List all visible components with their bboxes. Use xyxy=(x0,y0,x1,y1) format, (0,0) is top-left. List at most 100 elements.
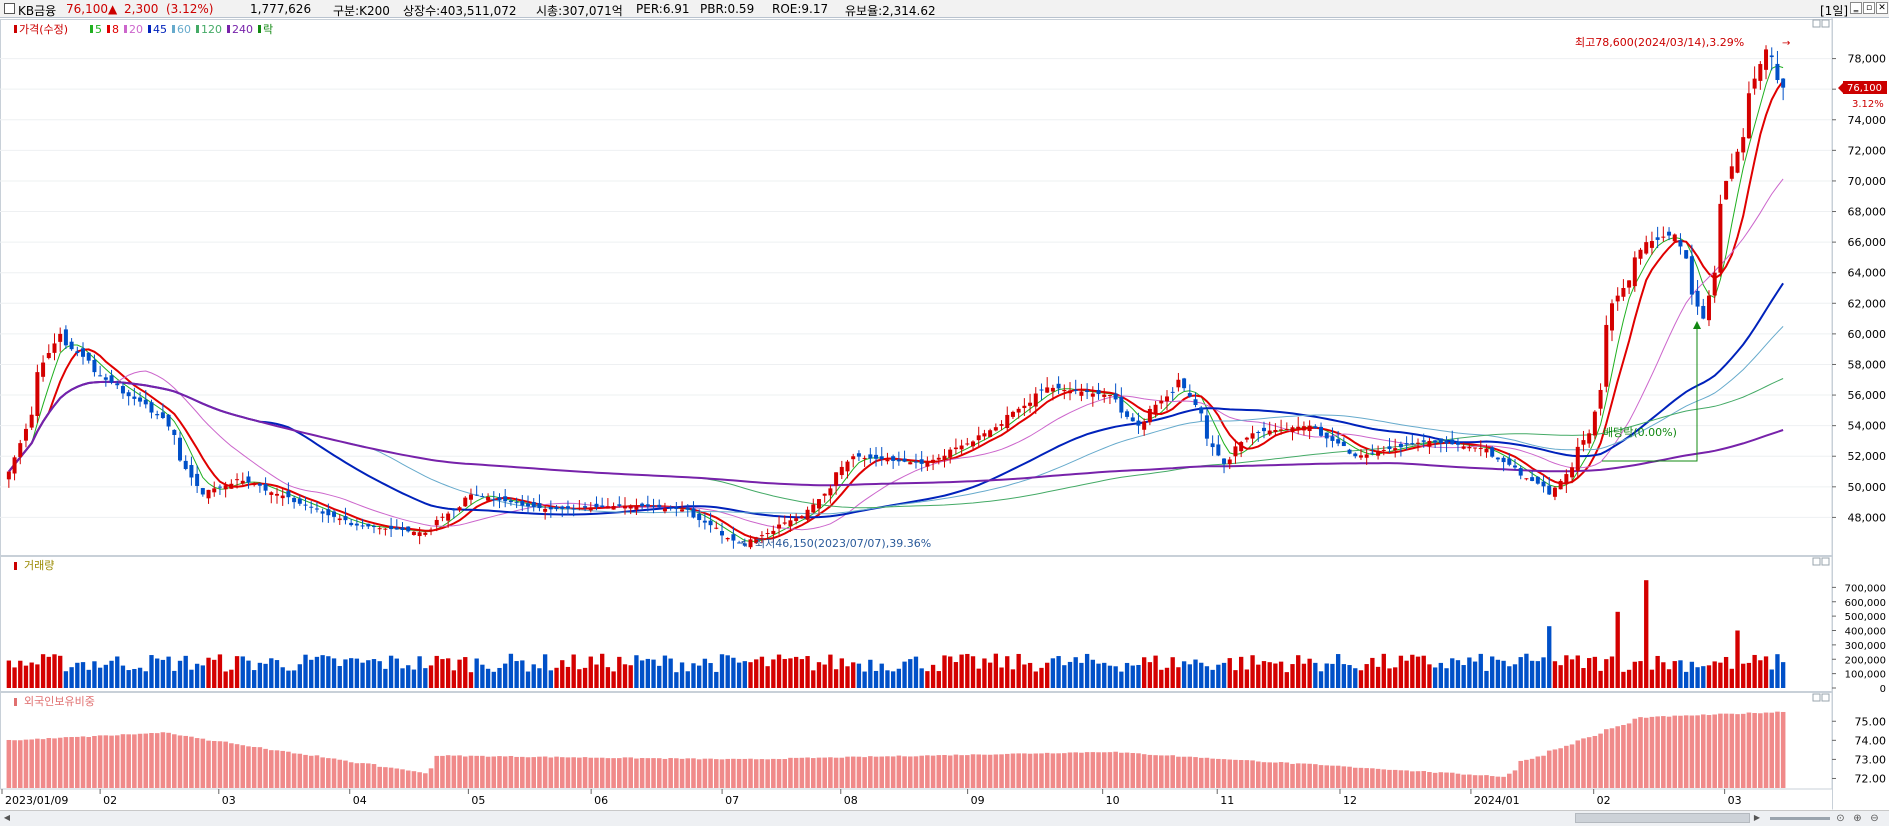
volume-bar xyxy=(560,660,565,688)
volume-bar xyxy=(417,656,422,688)
foreign-bar xyxy=(86,737,92,788)
candle xyxy=(1398,443,1403,448)
foreign-bar xyxy=(1752,713,1757,788)
foreign-bar xyxy=(1775,711,1780,788)
price-tick-label: 68,000 xyxy=(1848,206,1887,219)
scroll-thumb[interactable] xyxy=(1575,813,1750,823)
zoom-in-icon[interactable]: ⊕ xyxy=(1853,813,1862,824)
candle xyxy=(851,456,856,460)
candle xyxy=(1706,295,1711,321)
volume-bar xyxy=(1604,659,1609,688)
stock-name[interactable]: KB금융 xyxy=(18,4,57,18)
candle xyxy=(514,502,519,504)
foreign-bar xyxy=(1501,776,1506,788)
price-change-pct: (3.12%) xyxy=(166,2,214,16)
candle xyxy=(29,414,34,428)
volume-bar xyxy=(999,667,1004,688)
foreign-bar xyxy=(919,755,924,788)
volume-bar xyxy=(303,654,308,688)
volume-bar xyxy=(1621,671,1626,688)
foreign-bar xyxy=(291,753,297,788)
volume-tick-label: 0 xyxy=(1880,684,1886,695)
volume-bar xyxy=(1758,660,1763,688)
volume-bar xyxy=(6,660,12,688)
candle xyxy=(1039,389,1044,391)
volume-bar xyxy=(212,659,217,688)
volume-bar xyxy=(1701,666,1706,688)
scroll-left-icon[interactable]: ◀ xyxy=(3,813,11,822)
volume-bar xyxy=(1142,657,1147,688)
close-button[interactable]: ✕ xyxy=(1876,2,1888,14)
restore-button[interactable]: ▫ xyxy=(1863,2,1875,14)
period-selector[interactable]: [1일] xyxy=(1820,4,1849,18)
zoom-out-icon[interactable]: ⊖ xyxy=(1870,813,1879,824)
candle xyxy=(1239,442,1244,452)
volume-bar xyxy=(411,669,417,688)
volume-bar xyxy=(286,670,291,688)
foreign-bar xyxy=(1472,775,1478,788)
volume-bar xyxy=(548,670,554,688)
volume-bar xyxy=(480,664,485,688)
volume-bar xyxy=(1010,669,1016,688)
candle xyxy=(708,520,713,526)
volume-bar xyxy=(343,659,348,688)
horizontal-scrollbar[interactable]: ◀ ▶ ⊙ ⊕ ⊖ xyxy=(0,810,1889,826)
foreign-bar xyxy=(52,738,57,788)
volume-series xyxy=(6,580,1786,688)
candle xyxy=(371,526,376,528)
candle xyxy=(178,437,183,461)
foreign-bar xyxy=(1079,752,1084,788)
scroll-right-icon[interactable]: ▶ xyxy=(1753,813,1761,822)
foreign-bar xyxy=(542,756,548,788)
foreign-bar xyxy=(1227,759,1233,788)
foreign-bar xyxy=(1529,758,1535,788)
volume-bar xyxy=(736,662,742,688)
volume-bar xyxy=(1780,662,1786,688)
stock-chart[interactable]: 78,00076,00074,00072,00070,00068,00066,0… xyxy=(0,18,1889,810)
foreign-bar xyxy=(1780,711,1786,788)
foreign-bar xyxy=(668,758,673,788)
volume-bar xyxy=(1370,657,1375,688)
candle xyxy=(417,532,422,537)
zoom-slider[interactable] xyxy=(1770,817,1830,820)
foreign-bar xyxy=(1101,752,1107,788)
volume-bar xyxy=(445,658,451,688)
candle xyxy=(1513,465,1518,468)
candle xyxy=(1741,137,1746,153)
candle xyxy=(1068,390,1073,394)
foreign-bar xyxy=(582,757,588,788)
foreign-bar xyxy=(1763,712,1769,788)
foreign-bar xyxy=(525,757,531,788)
price-tick-label: 52,000 xyxy=(1848,450,1887,463)
foreign-bar xyxy=(759,759,765,788)
foreign-bar xyxy=(554,756,559,788)
volume-bar xyxy=(23,665,29,688)
stock-menu-icon[interactable] xyxy=(4,3,15,14)
foreign-bar xyxy=(1449,772,1455,788)
zoom-reset-icon[interactable]: ⊙ xyxy=(1836,813,1845,824)
foreign-bar xyxy=(1758,713,1763,788)
candle xyxy=(936,457,941,460)
legend-label: 45 xyxy=(153,23,167,36)
volume-bar xyxy=(309,659,314,688)
volume-bar xyxy=(1769,669,1774,688)
current-price-tag-text: 76,100 xyxy=(1847,83,1882,94)
candle xyxy=(1136,420,1141,426)
candle xyxy=(925,461,930,467)
foreign-bar xyxy=(731,758,736,788)
dividend-marker-arrow xyxy=(1693,321,1701,329)
minimize-button[interactable]: ‗ xyxy=(1850,2,1862,14)
candle xyxy=(6,471,11,480)
volume-bar xyxy=(1181,661,1187,688)
volume-bar xyxy=(137,667,143,688)
candle xyxy=(326,509,331,516)
candle xyxy=(856,453,861,457)
volume-bar xyxy=(348,658,354,688)
candle xyxy=(486,497,491,501)
candle xyxy=(46,353,51,359)
foreign-bar xyxy=(468,755,474,788)
panel-buttons[interactable] xyxy=(1812,19,1830,702)
candle xyxy=(1678,240,1683,247)
foreign-bar xyxy=(1683,715,1689,788)
foreign-bar xyxy=(548,757,554,788)
